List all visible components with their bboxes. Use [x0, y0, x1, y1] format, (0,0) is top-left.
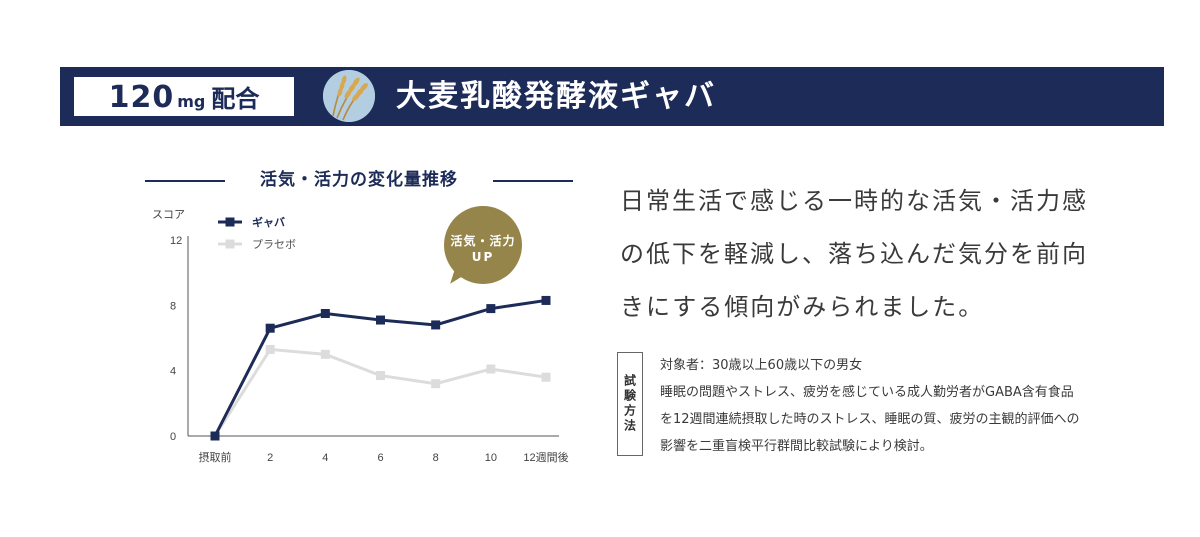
y-tick-label: 4	[170, 366, 176, 378]
legend-marker	[225, 239, 235, 249]
trial-line: 対象者：30歳以上60歳以下の男女	[660, 358, 863, 373]
trial-line: 睡眠の問題やストレス、疲労を感じている成人勤労者がGABA含有食品	[660, 385, 1074, 400]
trial-line: 影響を二重盲検平行群間比較試験により検討。	[660, 439, 933, 454]
data-point-placebo	[376, 371, 385, 381]
x-tick-label: 8	[433, 452, 439, 464]
banner-title: 大麦乳酸発酵液ギャバ	[396, 79, 716, 114]
legend-label: ギャバ	[252, 215, 285, 229]
description-line: きにする傾向がみられました。	[620, 293, 985, 321]
x-tick-label: 12週間後	[523, 450, 568, 464]
y-tick-label: 12	[170, 235, 182, 247]
description-line: の低下を軽減し、落ち込んだ気分を前向	[620, 240, 1088, 268]
x-tick-label: 摂取前	[199, 450, 232, 464]
data-point-gaba	[541, 295, 551, 305]
title-divider-right	[493, 180, 573, 182]
x-tick-label: 10	[485, 452, 497, 464]
x-tick-label: 6	[377, 452, 383, 464]
dosage-word: 配合	[211, 85, 260, 113]
legend-marker	[225, 217, 235, 227]
wheat-icon	[323, 70, 375, 122]
data-point-gaba	[320, 309, 330, 318]
data-point-placebo	[486, 364, 496, 374]
trial-method-text: 対象者：30歳以上60歳以下の男女 睡眠の問題やストレス、疲労を感じている成人勤…	[660, 352, 1130, 460]
data-point-placebo	[541, 372, 551, 382]
legend-label: プラセボ	[252, 238, 296, 251]
data-point-gaba	[265, 323, 275, 333]
data-point-placebo	[265, 344, 275, 354]
data-point-placebo	[320, 349, 330, 359]
title-divider-left	[145, 180, 225, 182]
x-tick-label: 4	[322, 452, 328, 464]
y-axis-label: スコア	[152, 209, 185, 221]
trial-method-label-box: 試験方法	[617, 352, 643, 456]
dosage-badge: 120 mg 配合	[74, 77, 294, 116]
x-tick-label: 2	[267, 452, 273, 464]
data-point-placebo	[431, 379, 441, 389]
dosage-unit: mg	[177, 92, 206, 111]
chart-title-block: 活気・活力の変化量推移	[145, 165, 573, 195]
trial-method-label: 試験方法	[622, 374, 637, 434]
y-tick-label: 0	[170, 431, 176, 443]
bubble-line1: 活気・活力	[450, 234, 516, 248]
series-line-placebo	[213, 347, 547, 437]
chart-title: 活気・活力の変化量推移	[260, 170, 458, 190]
data-point-gaba	[431, 320, 441, 330]
data-point-gaba	[376, 315, 385, 325]
dosage-number: 120	[108, 80, 175, 115]
bubble-line2: UP	[471, 250, 495, 264]
y-tick-label: 8	[170, 300, 176, 312]
trial-line: を12週間連続摂取した時のストレス、睡眠の質、疲労の主観的評価への	[660, 412, 1080, 427]
result-description: 日常生活で感じる一時的な活気・活力感 の低下を軽減し、落ち込んだ気分を前向 きに…	[620, 175, 1120, 334]
data-point-gaba	[486, 304, 496, 314]
description-line: 日常生活で感じる一時的な活気・活力感	[620, 187, 1088, 215]
header-banner: 120 mg 配合 大麦乳酸発酵液ギャバ	[60, 67, 1164, 126]
improvement-bubble: 活気・活力 UP	[444, 206, 522, 284]
data-point-gaba	[210, 431, 220, 441]
